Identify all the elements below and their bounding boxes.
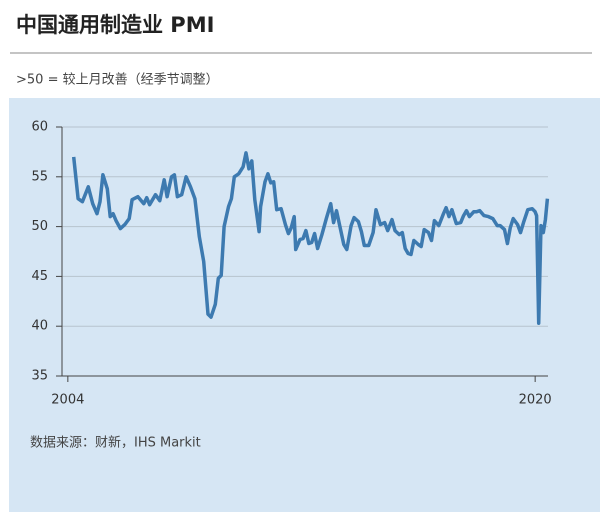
y-tick-label: 35	[31, 369, 48, 384]
source-note: 数据来源：财新，IHS Markit	[30, 435, 201, 451]
x-tick-label: 2004	[51, 393, 84, 408]
chart-title: 中国通用制造业 PMI	[16, 13, 214, 37]
chart-subtitle: >50 = 较上月改善（经季节调整）	[16, 72, 219, 88]
pmi-line	[71, 151, 550, 325]
y-tick-label: 60	[31, 120, 48, 135]
y-tick-label: 55	[31, 169, 48, 184]
y-tick-label: 40	[31, 319, 48, 334]
y-tick-label: 50	[31, 219, 48, 234]
x-tick-label: 2020	[519, 393, 552, 408]
y-tick-label: 45	[31, 269, 48, 284]
plot-panel	[9, 98, 600, 512]
